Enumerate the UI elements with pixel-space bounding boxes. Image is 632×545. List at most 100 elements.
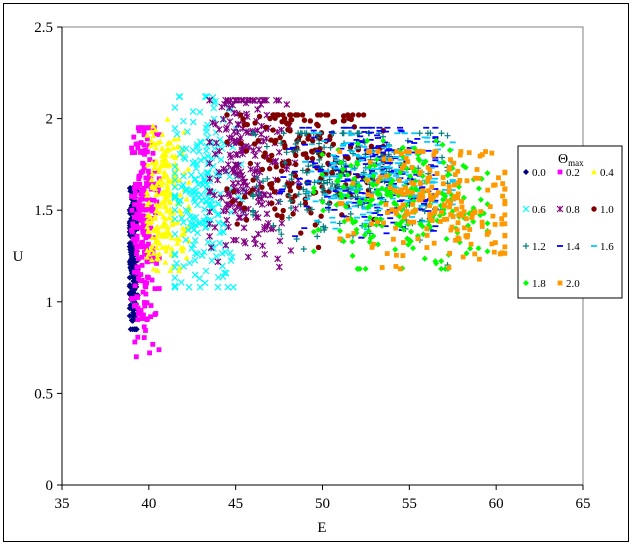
data-point xyxy=(440,159,447,166)
data-point xyxy=(474,167,480,172)
data-point xyxy=(444,216,450,222)
data-point xyxy=(259,166,266,173)
data-point xyxy=(153,233,160,239)
data-point xyxy=(448,157,453,163)
x-tick-label: 65 xyxy=(576,496,591,512)
data-point xyxy=(239,174,247,182)
data-point xyxy=(214,283,222,291)
data-point xyxy=(432,206,438,212)
data-point xyxy=(147,350,152,356)
data-point xyxy=(192,249,199,257)
data-point xyxy=(134,223,140,229)
data-point xyxy=(447,250,453,256)
data-point xyxy=(156,286,162,291)
data-point xyxy=(340,184,347,191)
data-point xyxy=(159,131,166,137)
data-point xyxy=(219,207,227,215)
series-1.0 xyxy=(224,112,386,251)
data-point xyxy=(200,248,208,256)
data-point xyxy=(129,255,136,262)
data-point xyxy=(391,200,398,207)
data-point xyxy=(491,182,496,188)
data-point xyxy=(211,145,219,153)
data-point xyxy=(162,193,169,200)
data-point xyxy=(230,188,237,195)
data-point xyxy=(356,199,363,206)
data-point xyxy=(151,159,157,165)
data-point xyxy=(424,245,430,250)
data-point xyxy=(448,201,453,206)
data-point xyxy=(375,149,381,154)
data-point xyxy=(441,217,447,222)
data-point xyxy=(153,158,160,164)
data-point xyxy=(147,172,152,178)
legend-item-0.2: 0.2 xyxy=(557,167,580,179)
data-point xyxy=(250,130,257,137)
data-point xyxy=(269,152,275,159)
data-point xyxy=(354,161,361,168)
data-point xyxy=(141,165,147,171)
data-point xyxy=(208,257,216,265)
data-point xyxy=(150,266,157,272)
data-point xyxy=(148,205,154,211)
data-point xyxy=(443,236,450,243)
legend-label: 2.0 xyxy=(566,278,580,290)
data-point xyxy=(249,96,257,104)
data-point xyxy=(212,139,220,147)
data-point xyxy=(132,150,138,155)
data-point xyxy=(151,140,158,147)
data-point xyxy=(237,112,244,118)
data-point xyxy=(434,171,440,176)
data-point xyxy=(502,212,508,218)
data-point xyxy=(405,211,411,217)
data-point xyxy=(502,170,508,176)
data-point xyxy=(143,291,149,297)
data-point xyxy=(145,251,152,257)
data-point xyxy=(131,214,137,220)
data-point xyxy=(319,163,326,170)
data-point xyxy=(215,219,222,227)
data-point xyxy=(361,231,368,238)
data-point xyxy=(366,149,372,154)
data-point xyxy=(286,192,293,199)
data-point xyxy=(173,130,181,138)
data-point xyxy=(129,296,134,302)
data-point xyxy=(179,247,186,254)
data-point xyxy=(255,137,261,144)
data-point xyxy=(223,124,231,132)
data-point xyxy=(273,164,279,170)
legend-marker xyxy=(557,280,563,286)
data-point xyxy=(273,137,279,144)
data-point xyxy=(139,240,145,246)
data-point xyxy=(445,198,451,204)
data-point xyxy=(224,283,232,291)
data-point xyxy=(261,191,269,199)
data-point xyxy=(164,182,171,189)
data-point xyxy=(171,194,179,202)
data-point xyxy=(330,141,337,147)
data-point xyxy=(418,181,423,187)
data-point xyxy=(131,224,136,230)
data-point xyxy=(319,198,326,205)
data-point xyxy=(305,192,312,199)
data-point xyxy=(192,164,200,172)
data-point xyxy=(152,312,158,317)
data-point xyxy=(271,189,278,195)
data-point xyxy=(170,145,177,151)
data-point xyxy=(366,202,373,209)
data-point xyxy=(463,250,470,257)
data-point xyxy=(500,193,505,199)
data-point xyxy=(136,310,142,316)
data-point xyxy=(176,197,184,204)
data-point xyxy=(315,244,322,251)
data-point xyxy=(369,221,374,227)
data-point xyxy=(295,112,301,118)
data-point xyxy=(139,125,145,131)
data-point xyxy=(353,188,360,195)
data-point xyxy=(387,157,393,163)
legend-marker xyxy=(523,243,529,249)
data-point xyxy=(146,199,153,206)
data-point xyxy=(451,160,457,166)
legend-title: Θmax xyxy=(558,152,584,168)
data-point xyxy=(242,194,248,200)
